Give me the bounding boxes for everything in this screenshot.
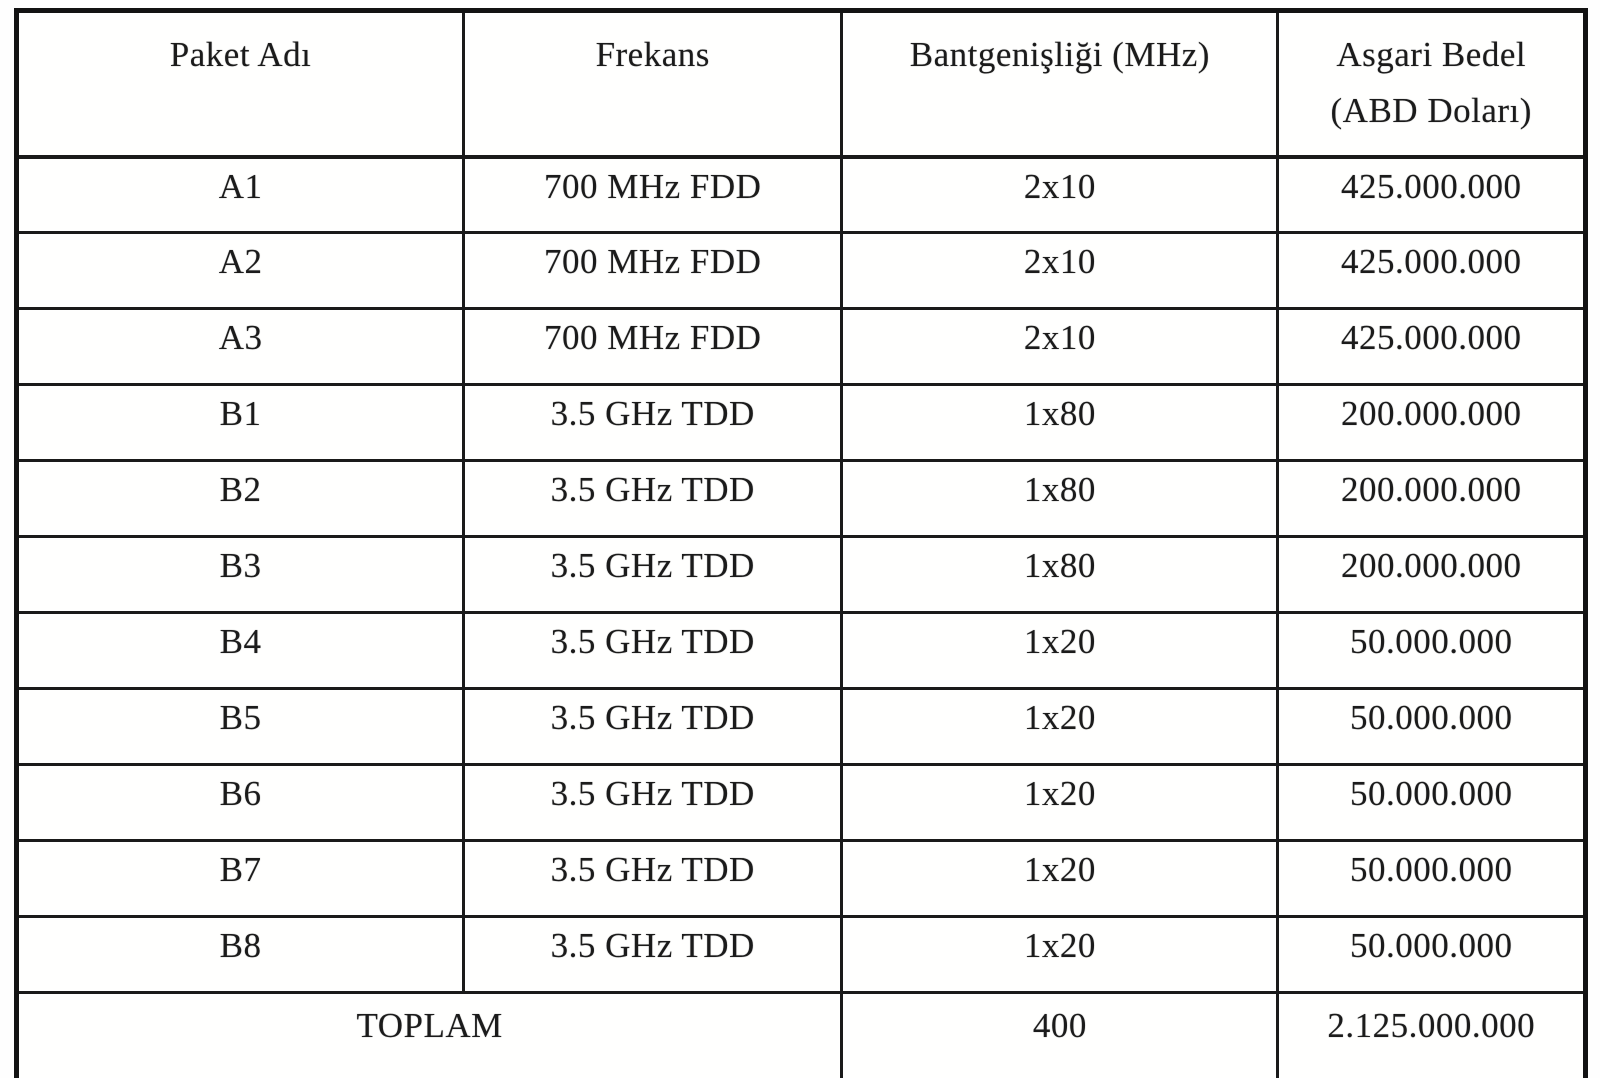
cell-package-name: A2 [14, 231, 466, 310]
cell-bandwidth: 1x80 [840, 383, 1280, 462]
cell-bandwidth: 1x80 [840, 459, 1280, 538]
cell-min-price: 50.000.000 [1276, 687, 1587, 766]
cell-min-price: 200.000.000 [1276, 459, 1587, 538]
cell-frequency: 700 MHz FDD [462, 231, 844, 310]
table-row: B6 3.5 GHz TDD 1x20 50.000.000 [14, 763, 1587, 842]
table-row: B8 3.5 GHz TDD 1x20 50.000.000 [14, 915, 1587, 994]
cell-min-price: 50.000.000 [1276, 839, 1587, 918]
cell-frequency: 3.5 GHz TDD [462, 535, 844, 614]
cell-package-name: B5 [14, 687, 466, 766]
table-row: A2 700 MHz FDD 2x10 425.000.000 [14, 231, 1587, 310]
cell-bandwidth: 1x20 [840, 763, 1280, 842]
cell-min-price: 50.000.000 [1276, 611, 1587, 690]
header-row: Paket Adı Frekans Bantgenişliği (MHz) As… [14, 9, 1587, 159]
cell-package-name: B1 [14, 383, 466, 462]
cell-min-price: 50.000.000 [1276, 763, 1587, 842]
table-row: B3 3.5 GHz TDD 1x80 200.000.000 [14, 535, 1587, 614]
col-header-bantgenisligi: Bantgenişliği (MHz) [840, 9, 1280, 159]
cell-min-price: 425.000.000 [1276, 155, 1587, 234]
table-row: B1 3.5 GHz TDD 1x80 200.000.000 [14, 383, 1587, 462]
cell-package-name: A3 [14, 307, 466, 386]
cell-package-name: B2 [14, 459, 466, 538]
cell-package-name: A1 [14, 155, 466, 234]
table-row: A3 700 MHz FDD 2x10 425.000.000 [14, 307, 1587, 386]
cell-frequency: 3.5 GHz TDD [462, 839, 844, 918]
total-label: TOPLAM [14, 991, 844, 1078]
cell-frequency: 3.5 GHz TDD [462, 611, 844, 690]
cell-bandwidth: 2x10 [840, 155, 1280, 234]
cell-bandwidth: 1x20 [840, 915, 1280, 994]
cell-package-name: B6 [14, 763, 466, 842]
cell-bandwidth: 2x10 [840, 231, 1280, 310]
cell-bandwidth: 1x20 [840, 839, 1280, 918]
total-bandwidth: 400 [840, 991, 1280, 1078]
cell-min-price: 200.000.000 [1276, 535, 1587, 614]
col-header-frekans: Frekans [462, 9, 844, 159]
cell-bandwidth: 1x20 [840, 611, 1280, 690]
cell-frequency: 3.5 GHz TDD [462, 763, 844, 842]
cell-frequency: 3.5 GHz TDD [462, 915, 844, 994]
spectrum-auction-table: Paket Adı Frekans Bantgenişliği (MHz) As… [14, 8, 1588, 1078]
cell-frequency: 3.5 GHz TDD [462, 383, 844, 462]
cell-bandwidth: 2x10 [840, 307, 1280, 386]
cell-frequency: 3.5 GHz TDD [462, 687, 844, 766]
cell-min-price: 425.000.000 [1276, 307, 1587, 386]
table-row: B4 3.5 GHz TDD 1x20 50.000.000 [14, 611, 1587, 690]
col-header-paket-adi: Paket Adı [14, 9, 466, 159]
cell-bandwidth: 1x20 [840, 687, 1280, 766]
cell-min-price: 50.000.000 [1276, 915, 1587, 994]
cell-min-price: 200.000.000 [1276, 383, 1587, 462]
table-row: B2 3.5 GHz TDD 1x80 200.000.000 [14, 459, 1587, 538]
cell-frequency: 700 MHz FDD [462, 307, 844, 386]
total-min-price: 2.125.000.000 [1276, 991, 1587, 1078]
table-row: A1 700 MHz FDD 2x10 425.000.000 [14, 155, 1587, 234]
cell-min-price: 425.000.000 [1276, 231, 1587, 310]
cell-bandwidth: 1x80 [840, 535, 1280, 614]
cell-frequency: 700 MHz FDD [462, 155, 844, 234]
cell-package-name: B7 [14, 839, 466, 918]
table-row: B7 3.5 GHz TDD 1x20 50.000.000 [14, 839, 1587, 918]
cell-package-name: B8 [14, 915, 466, 994]
col-header-asgari-bedel: Asgari Bedel (ABD Doları) [1276, 9, 1587, 159]
cell-package-name: B4 [14, 611, 466, 690]
col-header-asgari-bedel-line2: (ABD Doları) [1330, 91, 1532, 130]
total-row: TOPLAM 400 2.125.000.000 [14, 991, 1587, 1078]
cell-package-name: B3 [14, 535, 466, 614]
col-header-asgari-bedel-line1: Asgari Bedel [1336, 35, 1527, 74]
cell-frequency: 3.5 GHz TDD [462, 459, 844, 538]
table-row: B5 3.5 GHz TDD 1x20 50.000.000 [14, 687, 1587, 766]
